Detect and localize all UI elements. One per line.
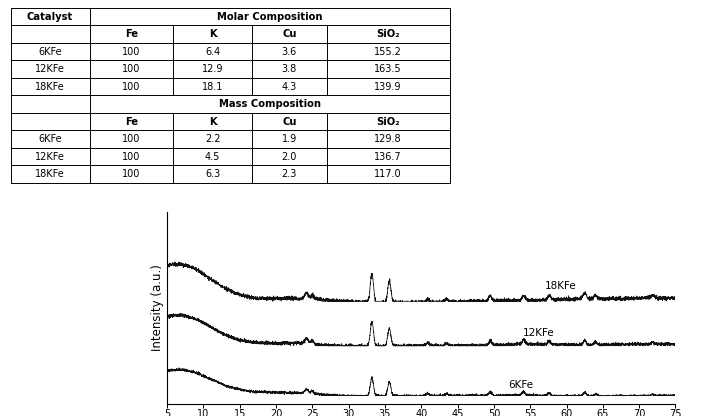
Text: K: K: [209, 116, 216, 126]
Text: 12.9: 12.9: [202, 64, 223, 74]
Text: 2.3: 2.3: [282, 169, 297, 179]
Text: SiO₂: SiO₂: [376, 29, 400, 39]
Text: Mass Composition: Mass Composition: [218, 99, 321, 109]
Text: 100: 100: [122, 134, 141, 144]
Text: 3.6: 3.6: [282, 47, 297, 57]
Text: 6KFe: 6KFe: [508, 381, 533, 391]
Text: 100: 100: [122, 47, 141, 57]
Text: 12KFe: 12KFe: [35, 64, 65, 74]
Text: 2.2: 2.2: [205, 134, 220, 144]
Text: K: K: [209, 29, 216, 39]
Text: 4.3: 4.3: [282, 82, 297, 92]
Text: 136.7: 136.7: [374, 151, 402, 161]
Text: 3.8: 3.8: [282, 64, 297, 74]
Text: 163.5: 163.5: [374, 64, 402, 74]
Text: Cu: Cu: [282, 116, 296, 126]
Text: SiO₂: SiO₂: [376, 116, 400, 126]
Text: 6.3: 6.3: [205, 169, 220, 179]
Text: 12KFe: 12KFe: [523, 328, 555, 338]
Text: 100: 100: [122, 64, 141, 74]
Text: 117.0: 117.0: [374, 169, 402, 179]
Text: 18.1: 18.1: [202, 82, 223, 92]
Text: 18KFe: 18KFe: [36, 169, 65, 179]
Text: 100: 100: [122, 82, 141, 92]
Text: Fe: Fe: [124, 29, 138, 39]
Text: 6.4: 6.4: [205, 47, 220, 57]
Text: 2.0: 2.0: [282, 151, 297, 161]
Text: 6KFe: 6KFe: [38, 47, 62, 57]
Text: Fe: Fe: [124, 116, 138, 126]
Text: 4.5: 4.5: [205, 151, 220, 161]
Text: Molar Composition: Molar Composition: [217, 12, 322, 22]
Text: 139.9: 139.9: [375, 82, 402, 92]
Text: 18KFe: 18KFe: [545, 280, 577, 290]
Text: 100: 100: [122, 169, 141, 179]
Text: 18KFe: 18KFe: [36, 82, 65, 92]
Text: Cu: Cu: [282, 29, 296, 39]
Text: 12KFe: 12KFe: [35, 151, 65, 161]
Text: 1.9: 1.9: [282, 134, 297, 144]
Text: 6KFe: 6KFe: [38, 134, 62, 144]
Text: 155.2: 155.2: [374, 47, 402, 57]
Text: 100: 100: [122, 151, 141, 161]
Text: 129.8: 129.8: [374, 134, 402, 144]
Text: Catalyst: Catalyst: [27, 12, 73, 22]
Y-axis label: Intensity (a.u.): Intensity (a.u.): [151, 265, 164, 351]
